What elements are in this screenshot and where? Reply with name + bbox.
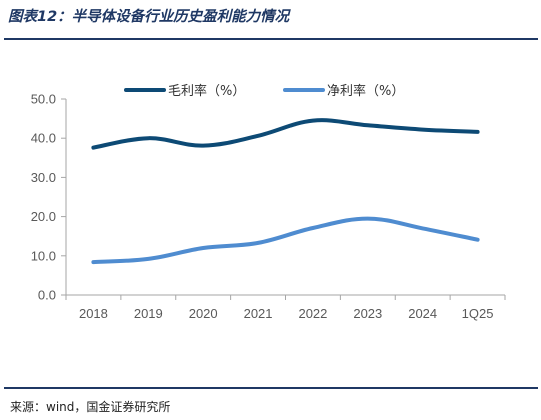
series-layer	[91, 118, 480, 265]
legend-label-0: 毛利率（%）	[168, 83, 245, 99]
y-tick-label: 30.0	[31, 170, 56, 185]
y-tick-label: 50.0	[31, 92, 56, 107]
series-line-1	[91, 216, 480, 265]
figure-title: 图表12：半导体设备行业历史盈利能力情况	[8, 9, 290, 25]
y-tick-label: 20.0	[31, 209, 56, 224]
title-divider	[4, 38, 538, 40]
x-axis: 2018 2019 2020 2021 2022 2023 2024 1Q25	[65, 294, 506, 321]
footer-divider	[4, 387, 538, 389]
x-tick-label: 2018	[79, 306, 108, 321]
x-tick-label: 2023	[353, 306, 382, 321]
x-tick-label: 1Q25	[462, 306, 494, 321]
x-tick-label: 2024	[408, 306, 437, 321]
x-tick-label: 2021	[244, 306, 273, 321]
y-tick-label: 0.0	[38, 288, 56, 303]
y-tick-label: 40.0	[31, 131, 56, 146]
x-tick-label: 2020	[189, 306, 218, 321]
legend-label-1: 净利率（%）	[327, 83, 404, 99]
x-tick-label: 2022	[298, 306, 327, 321]
y-axis: 0.0 10.0 20.0 30.0 40.0 50.0	[31, 92, 67, 303]
x-tick-label: 2019	[134, 306, 163, 321]
legend: 毛利率（%） 净利率（%）	[124, 83, 404, 99]
series-line-0	[91, 118, 480, 150]
y-tick-label: 10.0	[31, 248, 56, 263]
source-note: 来源：wind，国金证券研究所	[10, 400, 171, 414]
